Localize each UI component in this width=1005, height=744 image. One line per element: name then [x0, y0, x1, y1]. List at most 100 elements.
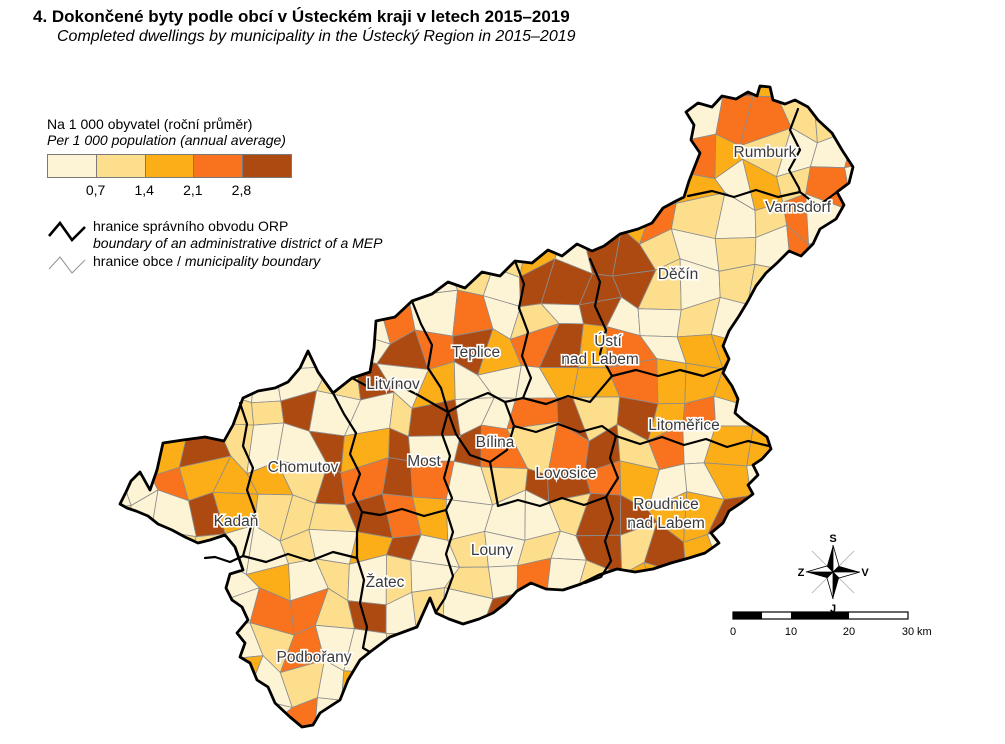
municipality-cell: [676, 668, 717, 704]
municipality-cell: [184, 332, 225, 379]
municipality-cell: [878, 693, 923, 724]
compass-north-label: S: [829, 533, 836, 545]
municipality-cell: [312, 158, 360, 198]
municipality-cell: [775, 726, 823, 727]
municipality-cell: [317, 331, 356, 368]
legend-title-en: Per 1 000 population (annual average): [47, 132, 286, 148]
municipality-cell: [385, 632, 427, 675]
municipality-cell: [477, 627, 526, 674]
legend-break-1: 0,7: [85, 182, 106, 198]
municipality-cell: [485, 86, 527, 110]
municipality-cell: [880, 359, 910, 401]
municipality-cell: [908, 458, 953, 508]
municipality-cell: [155, 358, 198, 391]
municipality-cell: [120, 86, 126, 112]
map-label-roudnice-line1: Roudnice: [633, 496, 699, 513]
municipality-cell: [803, 370, 853, 396]
orp-boundary-label-cs: hranice správního obvodu ORP: [93, 218, 289, 234]
municipality-cell: [145, 290, 197, 341]
municipality-cell: [382, 127, 418, 166]
municipality-cell: [582, 702, 620, 723]
municipality-cell: [874, 259, 907, 296]
municipality-cell: [143, 653, 195, 697]
municipality-cell: [640, 622, 683, 675]
municipality-cell: [452, 86, 490, 110]
map-label-most: Most: [407, 453, 441, 470]
legend-swatch-5: [242, 155, 291, 177]
municipality-cell: [212, 332, 258, 376]
map-label-bilina: Bílina: [476, 434, 515, 451]
map-label-zatec: Žatec: [366, 574, 405, 591]
municipality-cell: [875, 430, 922, 466]
municipality-cell: [910, 395, 946, 430]
municipality-cell: [93, 694, 118, 741]
municipality-cell: [473, 724, 518, 727]
municipality-cell: [509, 163, 548, 210]
municipality-cell: [414, 225, 452, 259]
municipality-cell: [909, 342, 943, 372]
municipality-cell: [452, 140, 489, 175]
map-label-litomerice: Litoměřice: [648, 417, 720, 434]
municipality-cell: [450, 194, 495, 240]
municipality-cell: [149, 735, 195, 744]
municipality-cell: [120, 523, 128, 569]
municipality-cell: [637, 308, 682, 338]
map-label-varnsdorf: Varnsdorf: [765, 199, 832, 216]
municipality-cell: [443, 237, 495, 269]
municipality-cell: [870, 106, 918, 133]
municipality-cell: [185, 726, 216, 727]
municipality-cell: [812, 492, 853, 538]
municipality-cell: [846, 653, 853, 695]
municipality-cell: [742, 523, 792, 566]
municipality-cell: [313, 729, 352, 744]
municipality-cell: [582, 655, 614, 706]
municipality-cell: [837, 358, 853, 400]
municipality-cell: [516, 593, 557, 631]
map-label-lovosice: Lovosice: [535, 465, 596, 482]
municipality-cell: [611, 136, 646, 180]
municipality-cell: [843, 723, 853, 727]
municipality-cell: [120, 656, 121, 707]
municipality-cell: [407, 256, 459, 297]
municipality-cell: [874, 495, 917, 540]
municipality-cell: [607, 86, 641, 111]
municipality-cell: [809, 623, 848, 657]
municipality-cell: [809, 653, 853, 701]
municipality-cell: [656, 358, 687, 405]
municipality-cell: [908, 562, 957, 608]
municipality-cell: [155, 389, 198, 433]
municipality-cell: [346, 103, 393, 136]
municipality-cell: [906, 503, 947, 537]
legend-swatch-4: [193, 155, 243, 177]
municipality-cell: [879, 591, 921, 627]
municipality-cell: [876, 67, 918, 109]
municipality-cell: [416, 165, 459, 207]
legend-swatch-3: [144, 155, 194, 177]
municipality-cell: [604, 622, 652, 675]
municipality-cell: [143, 690, 196, 727]
municipality-cell: [782, 655, 825, 704]
municipality-cell: [573, 599, 617, 636]
municipality-cell: [888, 200, 922, 229]
municipality-cell: [807, 340, 839, 379]
municipality-cell: [184, 374, 214, 391]
municipality-cell: [120, 358, 165, 395]
legend-title-cs: Na 1 000 obyvatel (roční průměr): [47, 116, 253, 132]
municipality-cell: [581, 136, 626, 180]
municipality-cell: [120, 653, 163, 697]
municipality-cell: [120, 529, 165, 565]
legend-tick-labels: 0,7 1,4 2,1 2,8: [47, 182, 292, 200]
municipality-cell: [579, 165, 627, 207]
municipality-cell: [676, 562, 719, 606]
municipality-cell: [121, 301, 159, 341]
municipality-cell: [905, 265, 936, 301]
municipality-cell: [415, 657, 445, 689]
municipality-cell: [880, 399, 923, 437]
municipality-cell: [609, 661, 652, 706]
municipality-cell: [545, 597, 579, 636]
municipality-cell: [120, 394, 129, 435]
municipality-cell: [416, 628, 444, 674]
municipality-cell: [746, 303, 776, 345]
municipality-cell: [790, 394, 811, 442]
orp-boundaries: [203, 107, 839, 654]
